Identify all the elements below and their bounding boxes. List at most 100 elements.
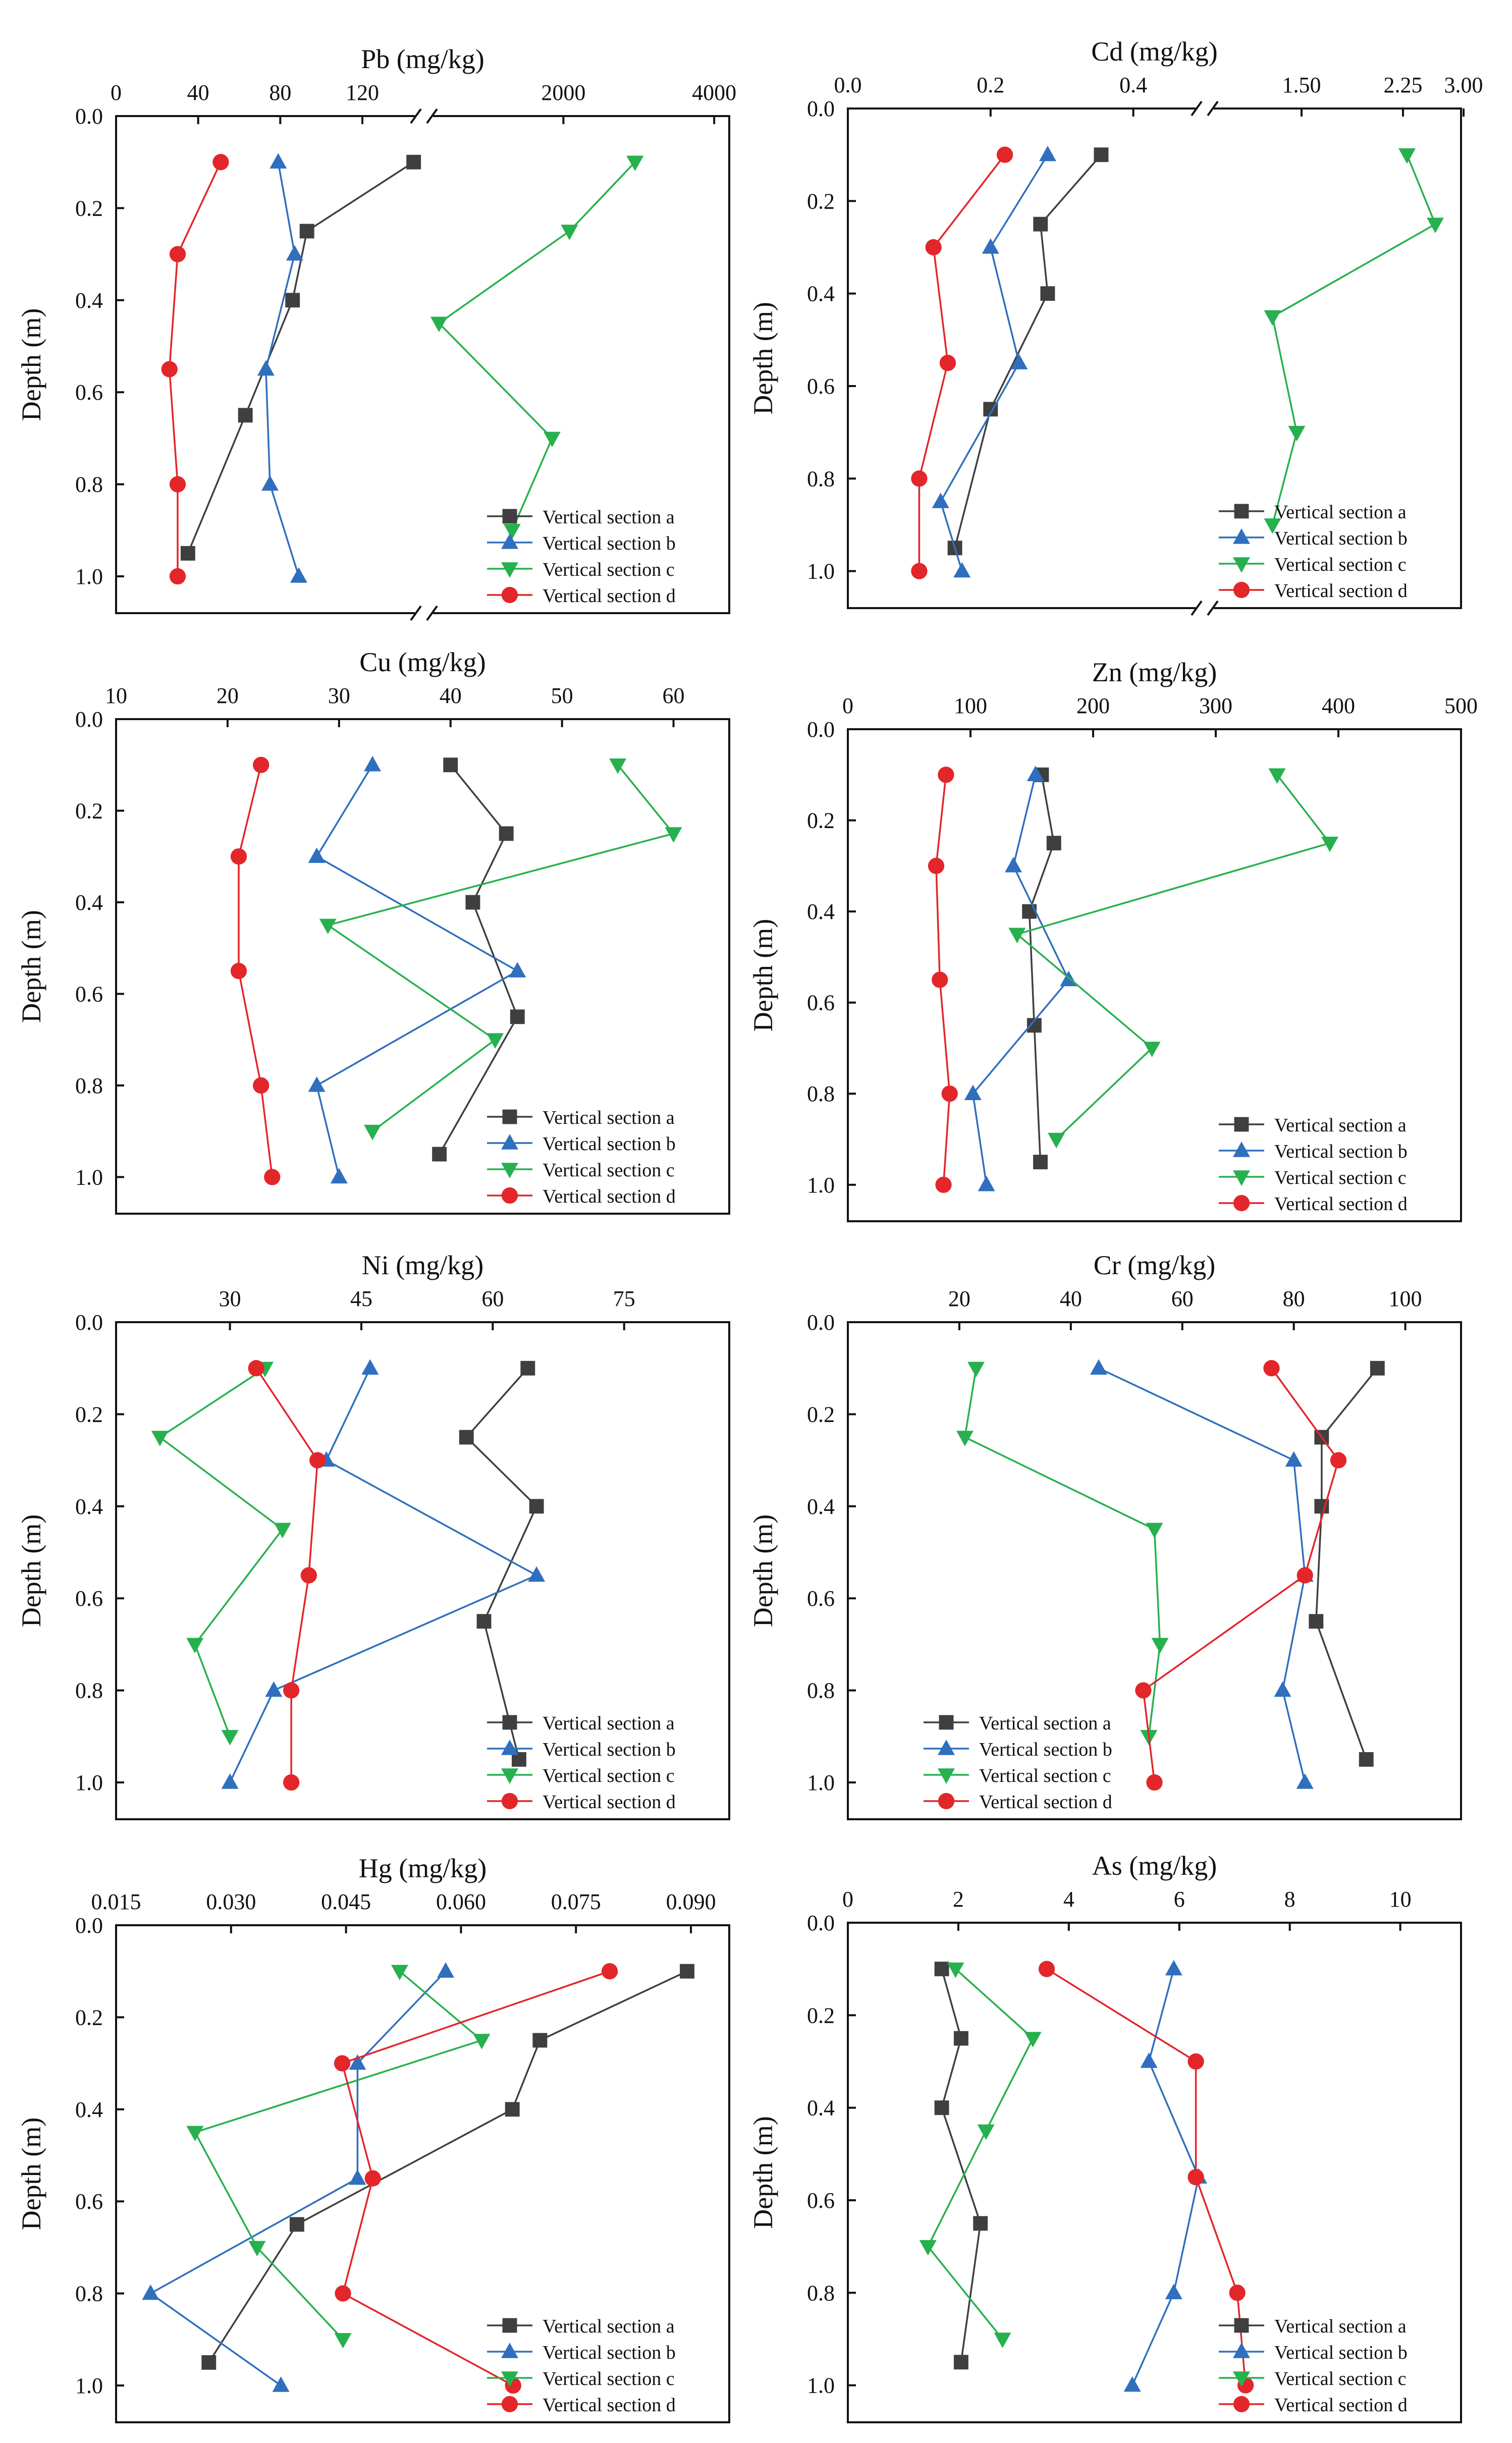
legend-marker-a	[502, 2318, 517, 2333]
axis-break-mark	[1207, 600, 1219, 616]
data-point-d	[925, 239, 942, 256]
data-point-c	[1146, 1523, 1163, 1539]
data-point-b	[932, 493, 949, 508]
data-point-d	[1187, 2169, 1204, 2186]
data-point-d	[601, 1963, 618, 1980]
legend-label-a: Vertical section a	[1274, 1115, 1407, 1136]
legend: Vertical section a Vertical section b Vert…	[924, 1713, 1112, 1813]
plot-frame	[847, 728, 1462, 1222]
data-point-a	[1033, 216, 1048, 232]
x-tick-label: 40	[440, 683, 462, 708]
y-tick-label: 0.0	[807, 1911, 835, 1935]
legend-label-c: Vertical section c	[979, 1765, 1111, 1786]
data-point-b	[528, 1566, 546, 1582]
legend-label-c: Vertical section c	[1274, 2368, 1407, 2390]
chart-panel-cu: Cu (mg/kg) 10 20 30 40 50 60 0.0 0.2 0.4 0.6 0.8 1.0…	[16, 647, 730, 1215]
series-line-a	[1315, 1368, 1378, 1760]
x-tick-label: 6	[1174, 1887, 1185, 1912]
x-tick-label: 100	[954, 693, 987, 718]
legend-marker-d	[501, 2396, 518, 2413]
x-tick-label: 40	[187, 80, 209, 105]
legend: Vertical section a Vertical section b Vert…	[487, 2316, 676, 2416]
data-point-d	[941, 1085, 958, 1102]
data-point-c	[248, 2241, 266, 2257]
data-point-b	[361, 1359, 379, 1375]
data-point-a	[1022, 904, 1037, 919]
series-line-a	[208, 1970, 688, 2363]
axis-break-mark	[1207, 100, 1219, 117]
y-tick-label: 0.8	[75, 472, 103, 497]
data-point-c	[186, 1638, 204, 1654]
y-tick-label: 1.0	[807, 1770, 835, 1795]
data-point-b	[349, 2054, 366, 2070]
data-point-c	[609, 758, 627, 774]
legend-marker-b	[501, 533, 518, 549]
y-tick-label: 0.6	[807, 1586, 835, 1611]
y-tick-label: 0.8	[75, 1678, 103, 1703]
data-point-b	[1005, 856, 1022, 873]
y-tick-label: 0.8	[75, 1073, 103, 1098]
data-point-d	[1038, 1961, 1055, 1977]
data-point-d	[928, 857, 945, 874]
data-point-b	[272, 2376, 290, 2392]
x-tick-label: 100	[1389, 1286, 1422, 1311]
data-point-c	[977, 2124, 995, 2140]
legend-marker-b	[938, 1740, 955, 1755]
y-tick-label: 0.2	[807, 1402, 835, 1427]
y-tick-label: 1.0	[75, 1165, 103, 1189]
legend-marker-d	[1233, 2396, 1250, 2413]
series-line-c	[964, 1368, 1161, 1737]
data-point-a	[180, 546, 195, 561]
x-tick-label: 0.075	[551, 1889, 601, 1914]
legend-marker-b	[1233, 528, 1250, 544]
data-point-c	[364, 1124, 382, 1141]
data-point-a	[1033, 1155, 1048, 1170]
legend-label-a: Vertical section a	[543, 2316, 675, 2337]
legend-marker-d	[1233, 581, 1250, 599]
x-tick-label: 0.0	[834, 73, 862, 97]
axis-break-mark	[426, 605, 438, 621]
data-point-b	[330, 1168, 348, 1184]
data-point-d	[230, 848, 247, 865]
y-axis-label: Depth (m)	[16, 910, 46, 1022]
x-tick-label: 0.4	[1119, 73, 1147, 97]
chart-title: Pb (mg/kg)	[361, 44, 484, 74]
data-point-b	[1010, 354, 1028, 369]
x-tick-label: 0.015	[91, 1889, 141, 1914]
y-tick-label: 1.0	[75, 1770, 103, 1795]
data-point-b	[308, 1076, 326, 1092]
series-line-a	[439, 764, 519, 1155]
x-tick-label: 50	[551, 683, 573, 708]
data-point-b	[1090, 1359, 1108, 1375]
legend-marker-b	[501, 1740, 518, 1755]
legend-marker-a	[1234, 2318, 1249, 2333]
y-tick-label: 1.0	[807, 1173, 835, 1198]
data-point-d	[1229, 2285, 1246, 2301]
data-point-d	[935, 1176, 952, 1193]
y-tick-label: 0.4	[807, 282, 835, 306]
y-tick-label: 0.4	[75, 890, 103, 915]
series-line-d	[1046, 1968, 1247, 2385]
y-tick-label: 0.0	[75, 707, 103, 732]
data-point-b	[1039, 145, 1056, 161]
axis-break-mark	[1191, 600, 1203, 616]
y-axis-label: Depth (m)	[748, 2116, 778, 2229]
data-point-b	[1140, 2052, 1158, 2068]
data-point-a	[973, 2216, 988, 2231]
data-point-a	[465, 895, 480, 910]
legend-marker-a	[939, 1715, 954, 1730]
data-point-c	[151, 1431, 169, 1446]
data-point-c	[561, 225, 578, 240]
data-point-c	[430, 316, 448, 333]
y-axis-label: Depth (m)	[16, 308, 46, 421]
data-point-a	[1046, 836, 1061, 851]
legend-label-d: Vertical section d	[979, 1791, 1112, 1813]
y-tick-label: 1.0	[75, 564, 103, 589]
data-point-c	[221, 1730, 239, 1746]
x-tick-label: 20	[217, 683, 239, 708]
x-tick-label: 60	[663, 683, 685, 708]
y-tick-label: 0.6	[75, 982, 103, 1006]
data-point-d	[169, 476, 186, 493]
legend-marker-d	[501, 586, 518, 604]
